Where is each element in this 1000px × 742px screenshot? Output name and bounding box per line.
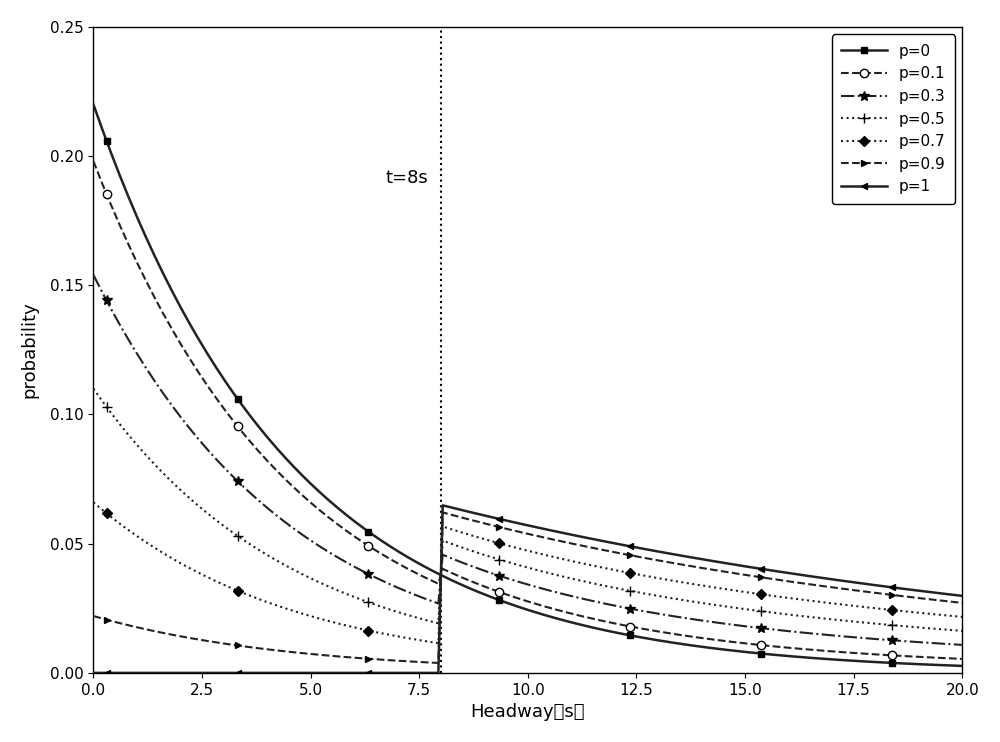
- p=0: [913, 660, 925, 669]
- p=0: [122, 192, 134, 201]
- Line: p=0.3: p=0.3: [89, 270, 967, 650]
- p=0.3: [956, 640, 968, 649]
- p=0.3: [87, 271, 99, 280]
- p=0.1: [87, 157, 99, 165]
- p=0.1: [249, 443, 261, 452]
- p=0.7: [87, 498, 99, 507]
- p=0.3: [882, 635, 894, 644]
- p=1: [249, 669, 261, 677]
- p=0.7: [917, 608, 929, 617]
- p=0.7: [122, 525, 134, 534]
- p=0.9: [921, 594, 933, 603]
- p=0.7: [956, 612, 968, 621]
- p=0.9: [140, 625, 152, 634]
- p=0.9: [87, 611, 99, 620]
- p=1: [956, 591, 968, 600]
- p=0.5: [882, 620, 894, 629]
- p=1: [140, 669, 152, 677]
- p=0: [882, 658, 894, 667]
- p=0.5: [87, 384, 99, 393]
- Line: p=0.1: p=0.1: [89, 157, 966, 663]
- p=0: [249, 418, 261, 427]
- Line: p=0: p=0: [90, 101, 966, 669]
- p=0.5: [140, 450, 152, 459]
- p=0: [319, 492, 331, 501]
- Y-axis label: probability: probability: [21, 301, 39, 398]
- p=0.9: [432, 659, 444, 668]
- p=0.1: [319, 510, 331, 519]
- p=0: [140, 232, 152, 241]
- p=0.3: [122, 335, 134, 344]
- p=0.7: [886, 605, 898, 614]
- p=0: [87, 100, 99, 109]
- p=0.7: [319, 616, 331, 625]
- p=1: [437, 501, 449, 510]
- Line: p=1: p=1: [90, 502, 966, 677]
- Line: p=0.9: p=0.9: [90, 509, 966, 666]
- p=0.9: [956, 599, 968, 608]
- p=0.3: [913, 637, 925, 646]
- p=0.9: [891, 591, 903, 600]
- p=0.5: [249, 543, 261, 552]
- p=0.1: [140, 276, 152, 285]
- Line: p=0.5: p=0.5: [89, 384, 967, 636]
- p=1: [319, 669, 331, 677]
- p=0: [956, 661, 968, 670]
- p=0.1: [122, 240, 134, 249]
- p=1: [886, 583, 898, 592]
- Line: p=0.7: p=0.7: [90, 499, 966, 646]
- p=0.5: [956, 626, 968, 635]
- p=0.5: [913, 623, 925, 632]
- p=1: [917, 587, 929, 596]
- p=0.3: [249, 493, 261, 502]
- Text: t=8s: t=8s: [385, 169, 428, 187]
- p=0.7: [140, 538, 152, 547]
- p=0.1: [956, 654, 968, 663]
- p=0.5: [319, 580, 331, 589]
- p=1: [87, 669, 99, 677]
- p=0.9: [122, 621, 134, 630]
- p=0.1: [882, 651, 894, 660]
- p=0.9: [319, 651, 331, 660]
- p=0.7: [432, 639, 444, 648]
- p=0.9: [249, 643, 261, 652]
- p=0.3: [319, 545, 331, 554]
- X-axis label: Headway（s）: Headway（s）: [471, 703, 585, 721]
- p=0.3: [140, 364, 152, 372]
- p=0.1: [913, 652, 925, 661]
- p=0.5: [122, 430, 134, 439]
- p=1: [122, 669, 134, 677]
- p=0.9: [437, 508, 449, 517]
- p=0.7: [249, 593, 261, 602]
- Legend: p=0, p=0.1, p=0.3, p=0.5, p=0.7, p=0.9, p=1: p=0, p=0.1, p=0.3, p=0.5, p=0.7, p=0.9, …: [832, 34, 955, 203]
